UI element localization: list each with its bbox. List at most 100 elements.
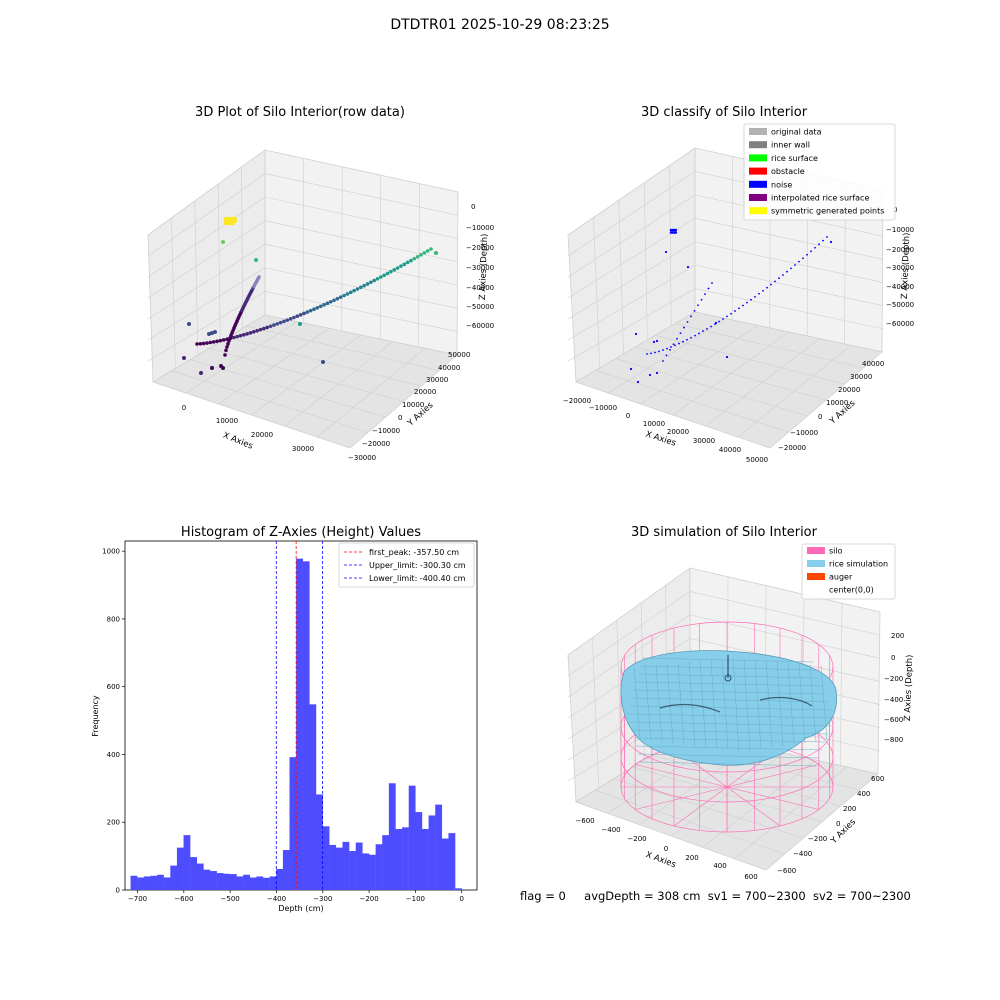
- scatter-point: [385, 271, 390, 276]
- cls-xtick-7: 50000: [746, 456, 768, 464]
- hist-xtick-label: −200: [359, 895, 378, 903]
- rice-mesh-line: [655, 664, 663, 742]
- grid-line: [669, 165, 672, 327]
- legend-label: noise: [771, 180, 792, 189]
- hist-yticks: 0 200 400 600 800 1000: [102, 548, 125, 895]
- rice-mesh-line: [809, 664, 817, 742]
- noise-point: [700, 298, 703, 301]
- cls-ytick-2: 20000: [838, 386, 860, 394]
- hist-bar: [402, 827, 409, 890]
- grid-line: [147, 244, 266, 320]
- grid-line: [147, 267, 266, 341]
- noise-point: [654, 351, 656, 354]
- sim-legend-box: [801, 543, 896, 600]
- scatter-point: [345, 292, 350, 296]
- noise-point: [786, 270, 788, 273]
- noise-point: [670, 346, 672, 348]
- scatter-point: [272, 323, 276, 327]
- silo-spoke: [673, 786, 728, 827]
- rice-mesh-line: [787, 662, 795, 745]
- scatter-point: [392, 268, 397, 272]
- hist-xtick-label: −700: [128, 895, 147, 903]
- panel-classify-3d: 3D classify of Silo Interior −20000 −100…: [563, 105, 914, 464]
- noise-point: [758, 292, 760, 295]
- hist-legend-label: first_peak: -357.50 cm: [369, 548, 459, 557]
- grid-line: [264, 196, 459, 239]
- grid-line: [147, 196, 266, 278]
- noise-point: [774, 280, 776, 283]
- scatter-point: [231, 335, 236, 340]
- noise-point: [655, 371, 659, 375]
- scatter-point: [208, 340, 213, 345]
- status-flag: flag = 0: [520, 889, 566, 903]
- grid-line: [694, 264, 884, 307]
- raw-ytick-0: 50000: [448, 351, 470, 359]
- sim-ytick-0: 600: [871, 775, 884, 783]
- status-sv2: sv2 = 700~2300: [812, 889, 911, 903]
- rice-mesh-line: [677, 662, 685, 745]
- legend-label: symmetric generated points: [771, 207, 884, 216]
- grid-line: [316, 348, 426, 438]
- legend-label: interpolated rice surface: [771, 194, 869, 203]
- hist-bar: [296, 558, 303, 890]
- scatter-point: [285, 318, 290, 322]
- sim-legend: silo rice simulation auger center(0,0): [801, 543, 896, 600]
- rice-mesh-line: [765, 660, 773, 748]
- scatter-point: [405, 260, 410, 265]
- scatter-point: [245, 332, 249, 336]
- scatter-point: [257, 275, 261, 279]
- hist-bar: [143, 876, 151, 890]
- cls-xtick-0: −20000: [563, 397, 591, 405]
- hist-bar: [243, 874, 250, 890]
- scatter-point: [205, 341, 209, 345]
- scatter-point: [422, 251, 427, 255]
- scatter-point: [332, 298, 336, 303]
- noise-point: [652, 340, 656, 344]
- sim-ztick-1: 0: [891, 654, 895, 662]
- panel-raw-3d: 3D Plot of Silo Interior(row data) 0 100…: [147, 105, 494, 462]
- raw-ytick-1: 40000: [438, 364, 460, 372]
- grid-line: [567, 171, 696, 257]
- noise-point: [762, 289, 764, 292]
- raw-ztick-4: −40000: [466, 284, 494, 292]
- grid-line: [840, 603, 843, 766]
- scatter-point: [224, 348, 228, 353]
- noise-point: [690, 315, 692, 318]
- cls-xtick-6: 40000: [719, 446, 741, 454]
- raw-xtick-1: 10000: [216, 417, 238, 425]
- scatter-point: [352, 288, 356, 293]
- grid-line: [147, 173, 266, 257]
- scatter-point: [395, 266, 400, 270]
- hist-lines: [275, 541, 324, 890]
- hist-bar: [269, 876, 277, 890]
- rice-mesh-line: [633, 666, 641, 739]
- noise-point: [802, 257, 804, 260]
- scatter-point: [389, 269, 393, 274]
- panel-classify-title: 3D classify of Silo Interior: [641, 105, 808, 120]
- noise-point: [746, 301, 748, 304]
- raw-ztick-5: −50000: [466, 303, 494, 311]
- scatter-point: [226, 342, 230, 346]
- rice-mesh-line: [637, 753, 820, 759]
- hist-bar: [130, 875, 138, 890]
- sim-xtick-4: 200: [685, 854, 698, 862]
- scatter-point: [211, 340, 216, 344]
- scatter-point: [227, 339, 231, 343]
- rice-mesh-line: [639, 761, 817, 767]
- hist-xtick-label: −300: [313, 895, 332, 903]
- legend-swatch: [807, 586, 825, 593]
- grid-line: [694, 288, 884, 330]
- hist-bar: [316, 794, 323, 890]
- scatter-point: [278, 320, 283, 325]
- scatter-point: [335, 296, 340, 301]
- scatter-point: [262, 326, 266, 331]
- scatter-point: [348, 290, 353, 295]
- hist-ytick-label: 600: [107, 683, 120, 691]
- noise-point: [694, 334, 696, 337]
- legend-label: inner wall: [771, 141, 810, 150]
- sim-zlabel: Z Axies (Depth): [903, 654, 915, 721]
- rice-mesh-line: [688, 661, 696, 747]
- hist-bar: [329, 844, 337, 890]
- sim-ylabel: Y Axies: [828, 817, 858, 847]
- noise-point: [722, 318, 724, 320]
